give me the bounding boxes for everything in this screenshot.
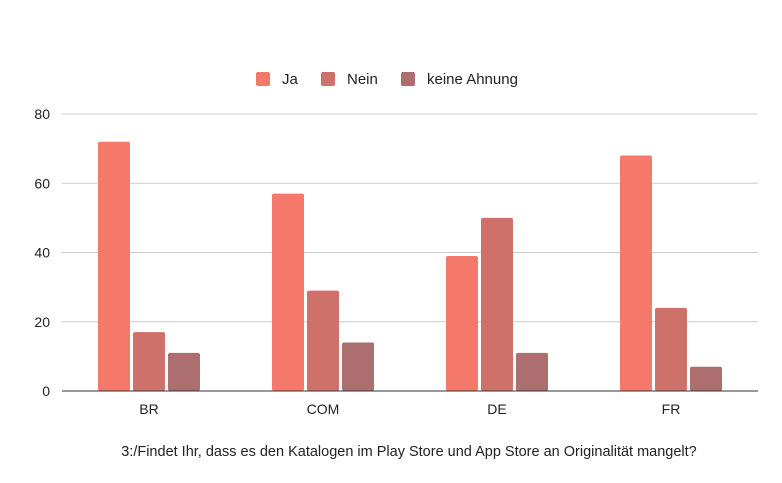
x-axis-ticks: BR COM DE FR: [139, 401, 680, 417]
legend: Ja Nein keine Ahnung: [256, 71, 518, 88]
legend-item-nein: Nein: [321, 71, 378, 88]
y-axis-ticks: 0 20 40 60 80: [34, 106, 50, 399]
y-tick-label: 0: [42, 383, 50, 399]
legend-item-keine-ahnung: keine Ahnung: [401, 71, 518, 88]
legend-label: keine Ahnung: [427, 71, 518, 88]
x-axis-label: 3:/Findet Ihr, dass es den Katalogen im …: [121, 444, 697, 460]
bar-de-nein: [481, 217, 513, 391]
bar-br-ja: [98, 141, 130, 391]
bars: [98, 141, 722, 391]
y-tick-label: 40: [34, 245, 50, 261]
x-tick-label: DE: [487, 401, 506, 417]
legend-label: Ja: [282, 71, 299, 88]
x-tick-label: BR: [139, 401, 158, 417]
bar-de-ja: [446, 255, 478, 391]
x-tick-label: FR: [662, 401, 681, 417]
bar-br-nein: [133, 332, 165, 391]
bar-com-ja: [272, 193, 304, 391]
legend-swatch: [256, 72, 270, 86]
y-tick-label: 80: [34, 106, 50, 122]
legend-swatch: [401, 72, 415, 86]
legend-swatch: [321, 72, 335, 86]
bar-fr-keine-ahnung: [690, 366, 722, 391]
bar-fr-ja: [620, 155, 652, 391]
x-tick-label: COM: [307, 401, 340, 417]
gridlines: [62, 113, 758, 323]
legend-label: Nein: [347, 71, 378, 88]
bar-br-keine-ahnung: [168, 352, 200, 391]
bar-de-keine-ahnung: [516, 352, 548, 391]
y-tick-label: 60: [34, 175, 50, 191]
y-tick-label: 20: [34, 314, 50, 330]
bar-fr-nein: [655, 307, 687, 391]
legend-item-ja: Ja: [256, 71, 299, 88]
bar-com-nein: [307, 290, 339, 391]
bar-com-keine-ahnung: [342, 342, 374, 391]
